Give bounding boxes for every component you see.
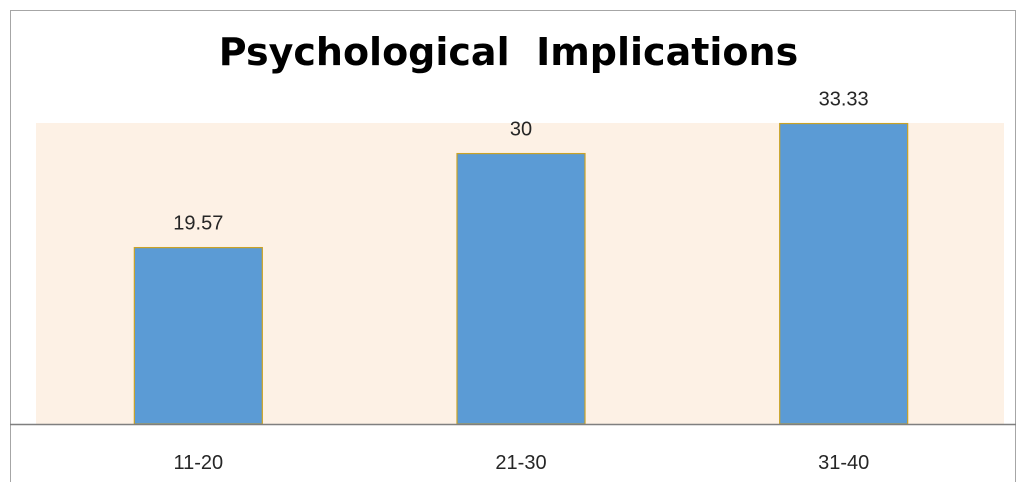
bar-11-20 (133, 246, 263, 425)
data-label-21-30: 30 (510, 119, 532, 141)
x-tick-label-21-30: 21-30 (495, 452, 546, 474)
data-label-31-40: 33.33 (819, 89, 869, 111)
x-tick-label-11-20: 11-20 (173, 452, 223, 474)
labels-layer: 19.57 11-20 30 21-30 33.33 31-40 (173, 89, 869, 474)
chart-title: Psychological Implications (218, 30, 799, 74)
data-label-11-20: 19.57 (173, 213, 223, 235)
x-tick-label-31-40: 31-40 (818, 452, 869, 474)
bar-31-40 (779, 122, 909, 425)
bar-21-30 (456, 152, 586, 425)
bars-layer (133, 122, 909, 425)
